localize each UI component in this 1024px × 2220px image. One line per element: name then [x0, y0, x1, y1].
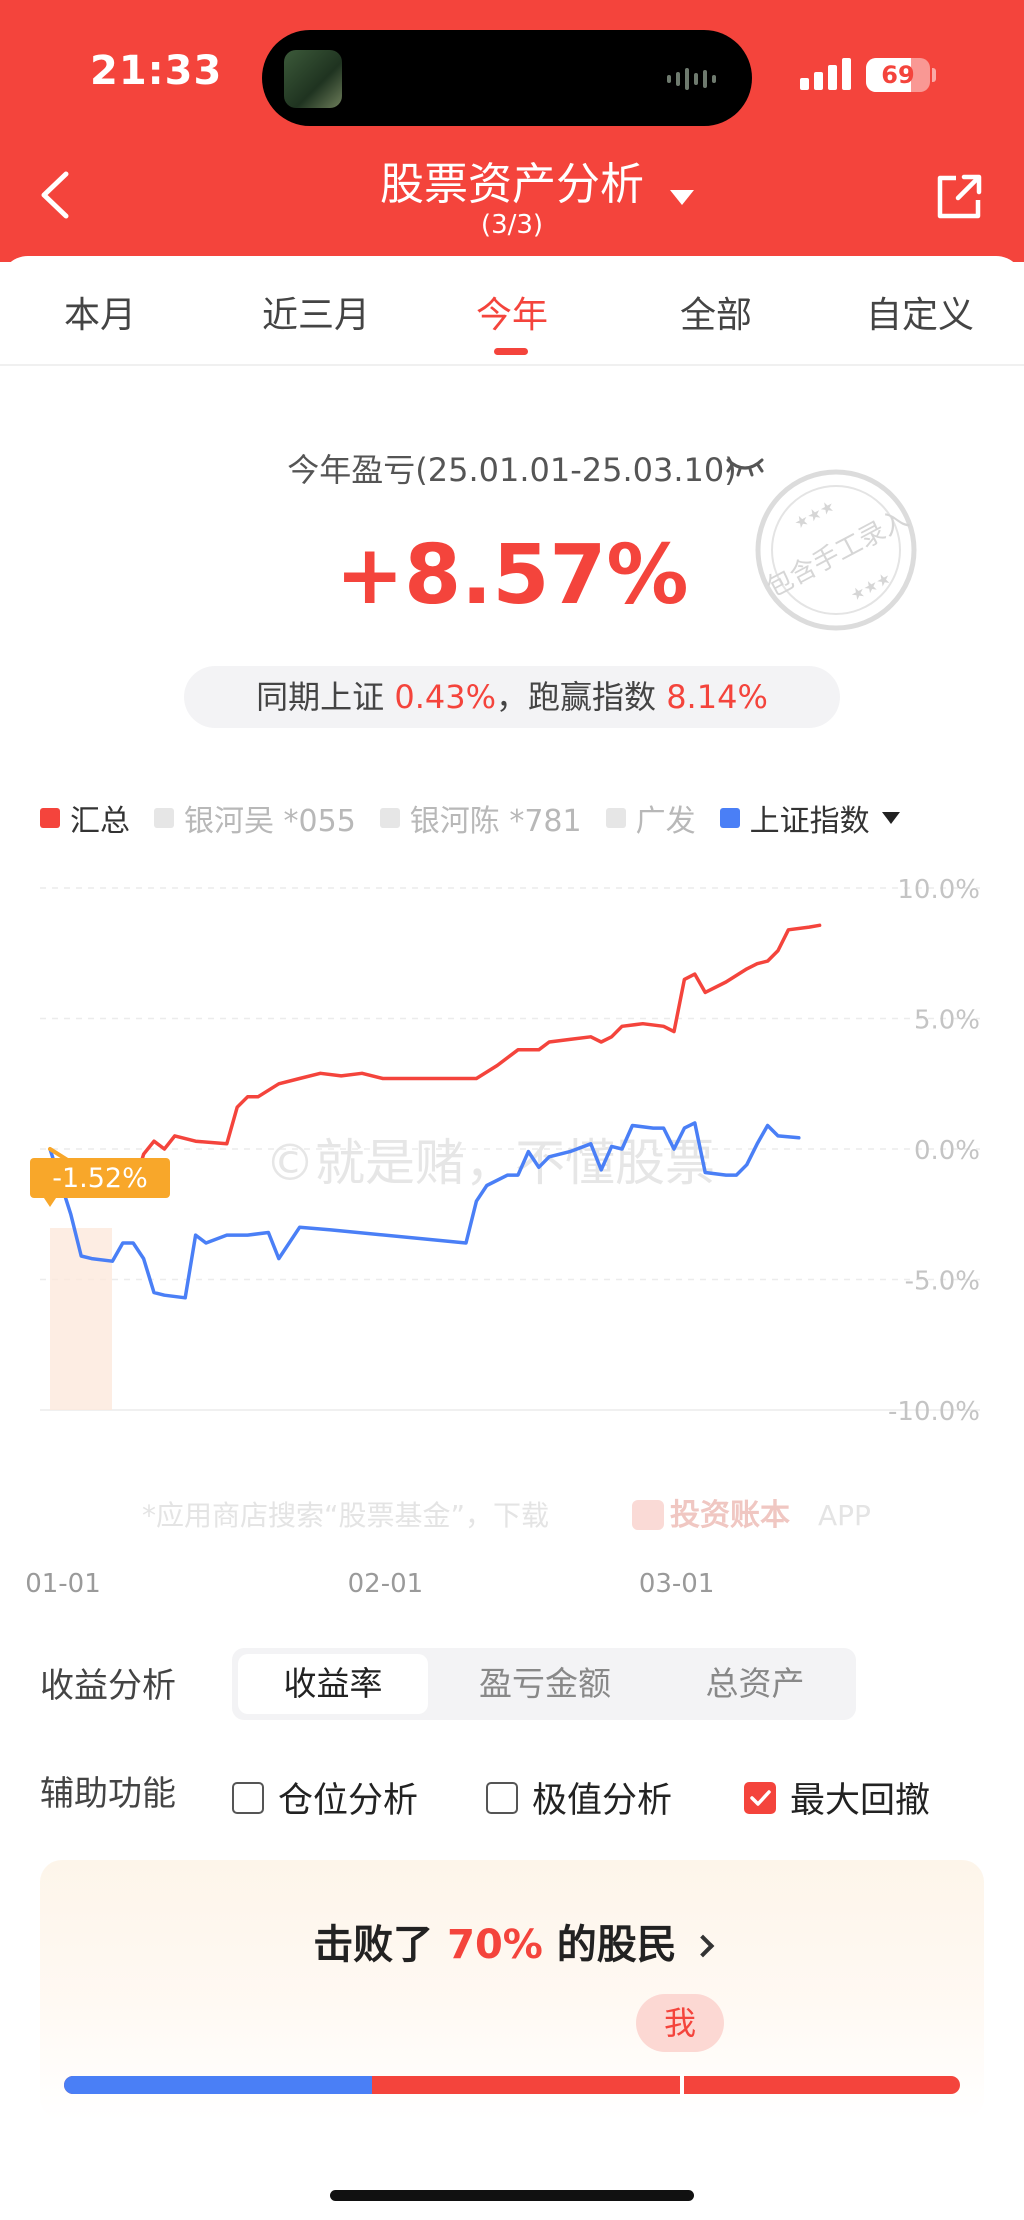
index-return: 0.43% [394, 678, 496, 716]
beat-ranking-bar [64, 2076, 960, 2094]
ytd-return-value: +8.57% [335, 528, 689, 623]
index-return-line [48, 1121, 801, 1300]
app-header: 21:33 69 股票资产分析 (3/3) [0, 0, 1024, 262]
drawdown-callout: -1.52% [30, 1158, 170, 1207]
battery-level: 69 [881, 61, 915, 89]
excess-return: 8.14% [666, 678, 768, 716]
beat-text: 击败了 70% 的股民 [40, 1912, 984, 1970]
page-subtitle: (3/3) [480, 210, 544, 240]
chart-series [48, 923, 822, 1300]
chart-footer-promo: *应用商店搜索“股票基金”，下载 投资账本 APP [142, 1498, 871, 1533]
svg-text:*应用商店搜索“股票基金”，下载: *应用商店搜索“股票基金”，下载 [142, 1499, 549, 1532]
y-tick-label: 5.0% [914, 1006, 980, 1036]
svg-text:投资账本: 投资账本 [670, 1498, 790, 1533]
home-indicator [330, 2190, 694, 2201]
media-thumbnail [284, 50, 342, 108]
position-analysis-checkbox[interactable]: 仓位分析 [232, 1772, 418, 1823]
drawdown-label: -1.52% [52, 1163, 148, 1194]
beat-investors-card[interactable]: 击败了 70% 的股民 我 [40, 1860, 984, 2120]
legend-account-3[interactable]: 广发 [605, 796, 696, 840]
extreme-analysis-checkbox[interactable]: 极值分析 [486, 1772, 672, 1823]
svg-text:APP: APP [818, 1499, 871, 1532]
legend-account-1[interactable]: 银河吴 *055 [154, 796, 356, 840]
total-return-line [48, 923, 822, 1191]
share-icon[interactable] [936, 172, 984, 220]
tab-all[interactable]: 全部 [679, 295, 752, 336]
x-tick-label: 03-01 [639, 1569, 715, 1599]
signal-icon [800, 58, 851, 90]
x-tick-label: 01-01 [25, 1569, 101, 1599]
beat-position-marker [680, 2074, 684, 2096]
me-marker: 我 [636, 1994, 724, 2052]
index-dropdown-icon [881, 812, 900, 824]
checkbox-icon [232, 1781, 264, 1814]
dynamic-island [262, 30, 752, 126]
beat-percent: 70% [447, 1922, 543, 1968]
analysis-segmented-control: 收益率 盈亏金额 总资产 [232, 1648, 856, 1720]
legend-total[interactable]: 汇总 [40, 796, 130, 840]
battery-icon: 69 [866, 58, 930, 92]
back-icon[interactable] [36, 170, 76, 220]
y-tick-label: -10.0% [888, 1397, 980, 1427]
seg-pnl-amount[interactable]: 盈亏金额 [479, 1664, 611, 1703]
tab-this-year[interactable]: 今年 [475, 295, 548, 336]
seg-total-assets[interactable]: 总资产 [705, 1664, 805, 1703]
checkbox-icon [486, 1781, 518, 1814]
chart-legend: 汇总 银河吴 *055 银河陈 *781 广发 上证指数 [40, 796, 924, 840]
manual-entry-stamp: 包含手工录入 ★★★ ★★★ [755, 469, 917, 631]
aux-label: 辅助功能 [40, 1774, 176, 1814]
page-title[interactable]: 股票资产分析 [380, 159, 644, 210]
chart-grid [40, 887, 980, 1411]
return-chart[interactable]: ©就是赌，不懂股票 *应用商店搜索“股票基金”，下载 投资账本 APP -1.5… [0, 860, 1024, 1620]
y-tick-label: 0.0% [914, 1136, 980, 1166]
seg-return-rate[interactable]: 收益率 [238, 1654, 428, 1714]
hide-eye-icon[interactable] [724, 452, 766, 480]
status-time: 21:33 [90, 48, 223, 94]
audio-wave-icon [667, 68, 716, 90]
y-tick-label: 10.0% [897, 875, 980, 905]
x-tick-label: 02-01 [348, 1569, 424, 1599]
analysis-label: 收益分析 [40, 1666, 176, 1706]
period-tabs: 本月 近三月 今年 全部 自定义 [0, 256, 1024, 366]
tab-three-months[interactable]: 近三月 [261, 295, 370, 336]
legend-account-2[interactable]: 银河陈 *781 [379, 796, 582, 840]
max-drawdown-checkbox[interactable]: 最大回撤 [744, 1772, 930, 1823]
chevron-right-icon [691, 1934, 715, 1958]
tab-this-month[interactable]: 本月 [63, 295, 136, 336]
title-dropdown-icon[interactable] [670, 190, 694, 205]
y-tick-label: -5.0% [905, 1267, 980, 1297]
period-pnl-label: 今年盈亏(25.01.01-25.03.10) [287, 451, 737, 489]
tab-custom[interactable]: 自定义 [865, 295, 974, 336]
legend-index[interactable]: 上证指数 [719, 796, 900, 840]
active-tab-indicator [494, 348, 528, 355]
checkmark-icon [744, 1781, 776, 1814]
index-comparison: 同期上证 0.43%，跑赢指数 8.14% [184, 666, 840, 728]
